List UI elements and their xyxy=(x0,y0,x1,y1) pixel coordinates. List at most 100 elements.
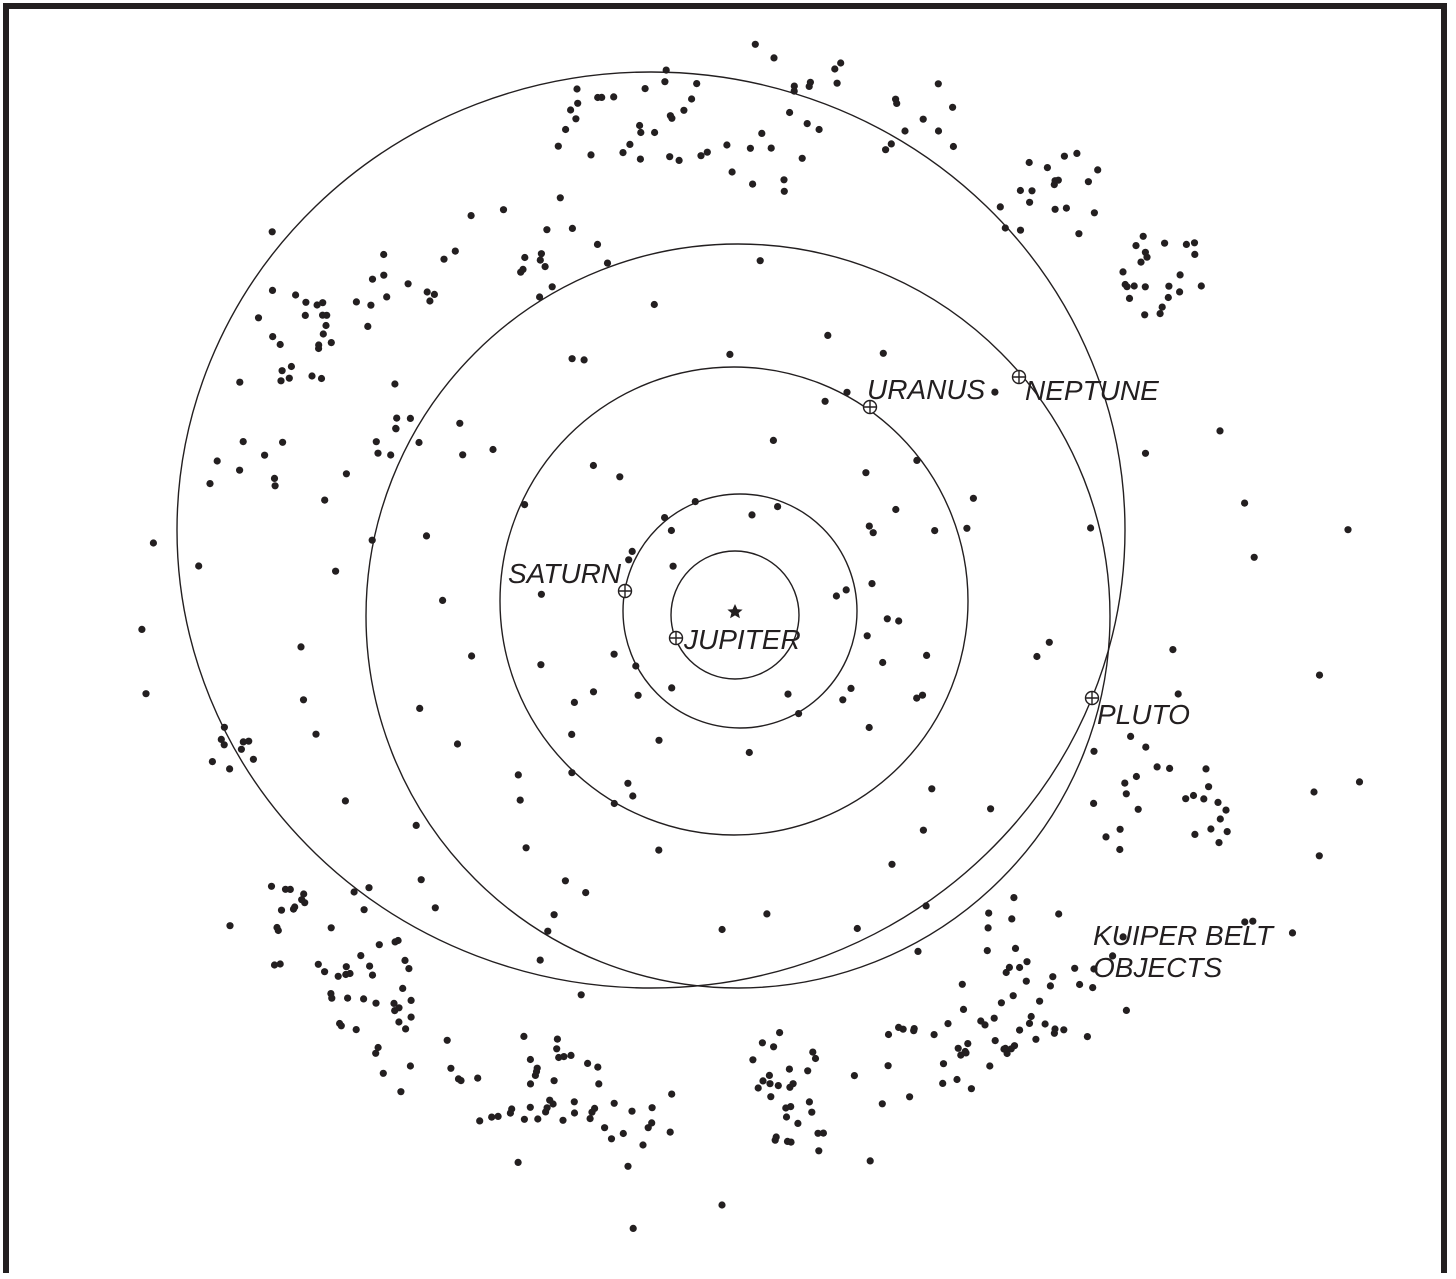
kuiper-belt-object-dot xyxy=(1216,815,1224,823)
kuiper-belt-object-dot xyxy=(374,449,382,457)
kuiper-belt-object-dot xyxy=(616,473,624,481)
kuiper-belt-object-dot xyxy=(1073,149,1081,157)
kuiper-belt-object-dot xyxy=(1241,918,1249,926)
kuiper-belt-object-dot xyxy=(522,844,530,852)
kuiper-belt-object-dot xyxy=(847,684,855,693)
kuiper-belt-object-dot xyxy=(1027,1012,1035,1021)
kuiper-belt-object-dot xyxy=(949,103,957,111)
kuiper-belt-object-dot xyxy=(553,1045,561,1053)
kuiper-belt-object-dot xyxy=(865,522,873,530)
kuiper-belt-object-dot xyxy=(1121,779,1129,787)
kuiper-belt-object-dot xyxy=(824,331,832,339)
kuiper-belt-object-dot xyxy=(374,1043,382,1052)
kuiper-belt-object-dot xyxy=(1315,852,1323,860)
kuiper-belt-object-dot xyxy=(586,1115,594,1123)
kuiper-belt-object-dot xyxy=(1054,176,1062,184)
kuiper-belt-object-dot xyxy=(769,436,778,444)
kuiper-belt-object-dot xyxy=(669,562,677,570)
jupiter-label: JUPITER xyxy=(683,624,801,655)
kuiper-belt-object-dot xyxy=(1075,230,1083,238)
kuiper-belt-object-dot xyxy=(756,257,764,265)
kuiper-belt-object-dot xyxy=(342,963,350,971)
kuiper-belt-object-dot xyxy=(1025,158,1033,167)
kuiper-belt-object-dot xyxy=(595,1080,603,1088)
kuiper-belt-object-dot xyxy=(919,115,927,123)
kuiper-belt-object-dot xyxy=(514,771,522,779)
kuiper-belt-object-dot xyxy=(893,99,901,107)
kuiper-belt-object-dot xyxy=(610,799,618,808)
kuiper-belt-object-dot xyxy=(317,374,326,383)
kuiper-belt-object-dot xyxy=(286,885,294,894)
kuiper-belt-object-dot xyxy=(270,961,279,969)
neptune-label: NEPTUNE xyxy=(1025,375,1159,406)
kuiper-belt-object-dot xyxy=(372,999,380,1007)
kuiper-belt-object-dot xyxy=(1032,1035,1040,1043)
kuiper-belt-object-dot xyxy=(321,968,329,976)
kuiper-belt-object-dot xyxy=(790,82,798,90)
kuiper-belt-object-dot xyxy=(1011,944,1020,953)
kuiper-belt-object-dot xyxy=(1190,239,1199,247)
kuiper-belt-object-dot xyxy=(634,691,642,699)
kuiper-belt-object-dot xyxy=(328,994,336,1002)
kuiper-belt-object-dot xyxy=(536,256,544,264)
kuiper-belt-object-dot xyxy=(561,877,570,885)
kuiper-belt-object-dot xyxy=(636,121,644,130)
kuiper-belt-object-dot xyxy=(387,451,395,459)
kuiper-belt-object-dot xyxy=(488,1113,496,1121)
kuiper-belt-object-dot xyxy=(270,474,279,482)
kuiper-belt-object-dot xyxy=(983,947,991,955)
kuiper-belt-object-dot xyxy=(383,293,391,301)
kuiper-belt-object-dot xyxy=(1132,772,1140,781)
kuiper-belt-object-dot xyxy=(1127,732,1135,741)
kuiper-belt-object-dot xyxy=(1025,1019,1034,1027)
kuiper-belt-object-dot xyxy=(494,1112,502,1120)
kuiper-belt-object-dot xyxy=(570,1109,579,1117)
kuiper-belt-object-dot xyxy=(1142,743,1150,751)
kuiper-belt-object-dot xyxy=(930,1031,938,1039)
kuiper-belt-object-dot xyxy=(390,999,398,1008)
kuiper-belt-object-dot xyxy=(782,1113,791,1121)
kuiper-belt-object-dot xyxy=(580,356,588,364)
kuiper-belt-object-dot xyxy=(1125,294,1134,302)
kuiper-belt-object-dot xyxy=(637,128,645,137)
kuiper-belt-object-dot xyxy=(572,115,580,123)
kuiper-belt-object-dot xyxy=(1089,984,1097,992)
kuiper-belt-object-dot xyxy=(1216,427,1224,435)
kuiper-belt-object-dot xyxy=(811,1054,820,1063)
kuiper-belt-object-dot xyxy=(319,330,327,338)
kuiper-belt-object-dot xyxy=(456,419,464,427)
kuiper-belt-object-dot xyxy=(985,909,993,917)
kuiper-belt-object-dot xyxy=(1165,282,1173,290)
kuiper-belt-object-dot xyxy=(499,206,508,214)
kuiper-belt-object-dot xyxy=(443,1036,451,1044)
kuiper-belt-object-dot xyxy=(1141,248,1149,256)
kuiper-belt-object-dot xyxy=(728,168,736,176)
kuiper-belt-object-dot xyxy=(406,414,414,422)
uranus-marker-icon xyxy=(862,399,878,415)
kuiper-belt-object-dot xyxy=(399,984,407,993)
kuiper-belt-object-dot xyxy=(1202,765,1210,773)
kuiper-belt-object-dot xyxy=(668,1090,676,1098)
kuiper-belt-object-dot xyxy=(776,1029,784,1037)
kuiper-belt-object-dot xyxy=(963,524,971,532)
kuiper-belt-object-dot xyxy=(939,1079,947,1087)
kuiper-belt-object-dot xyxy=(360,906,368,914)
kuiper-belt-object-dot xyxy=(521,501,529,509)
kuiper-belt-object-dot xyxy=(439,596,447,605)
kuiper-belt-object-dot xyxy=(1016,186,1024,195)
kuiper-belt-object-dot xyxy=(1141,449,1150,457)
kuiper-belt-object-dot xyxy=(758,1039,767,1047)
kuiper-belt-object-dot xyxy=(809,1048,817,1056)
kuiper-belt-object-dot xyxy=(1119,933,1127,941)
kuiper-belt-object-dot xyxy=(239,738,247,746)
kuiper-belt-object-dot xyxy=(391,380,399,388)
kuiper-belt-object-dot xyxy=(1137,258,1145,266)
kuiper-belt-object-dot xyxy=(770,1043,778,1051)
kuiper-belt-object-dot xyxy=(958,980,966,988)
kuiper-belt-object-dot xyxy=(767,144,775,152)
kuiper-belt-object-dot xyxy=(301,311,309,319)
kuiper-belt-object-dot xyxy=(944,1020,952,1028)
kuiper-belt-object-dot xyxy=(239,438,247,446)
kuiper-belt-object-dot xyxy=(628,547,636,556)
kuiper-belt-object-dot xyxy=(850,1072,859,1080)
